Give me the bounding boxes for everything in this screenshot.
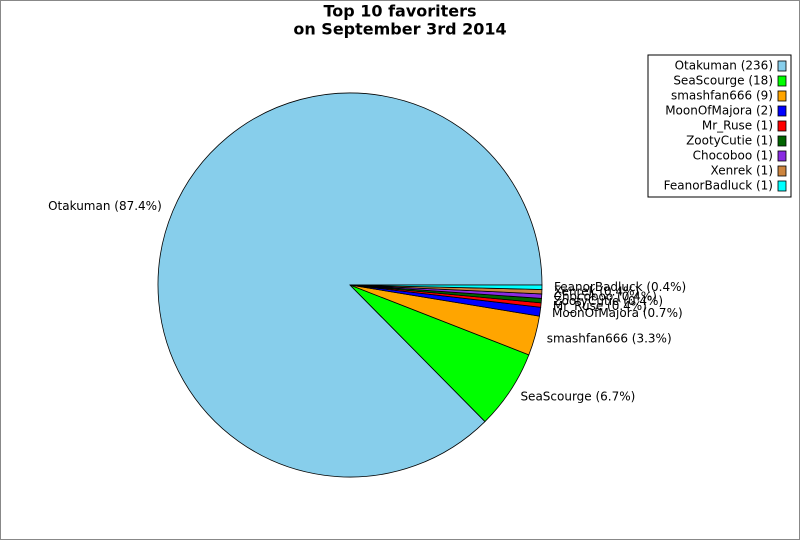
legend-label: Mr_Ruse (1) — [702, 119, 773, 133]
slice-label: smashfan666 (3.3%) — [547, 331, 672, 345]
slice-label: Xenrek (0.4%) — [554, 285, 639, 299]
legend-swatch — [777, 90, 787, 102]
slice-label: FeanorBadluck (0.4%) — [554, 280, 686, 294]
slice-label: Mr_Ruse (0.4%) — [553, 299, 647, 313]
legend-label: Otakuman (236) — [675, 59, 773, 73]
slice-label: ZootyCutie (0.4%) — [553, 294, 663, 308]
legend-label: FeanorBadluck (1) — [664, 179, 773, 193]
legend-label: smashfan666 (9) — [671, 89, 773, 103]
legend-label: SeaScourge (18) — [673, 74, 773, 88]
legend-swatch — [777, 105, 787, 117]
slice-label: MoonOfMajora (0.7%) — [552, 306, 683, 320]
pie-slice — [157, 92, 543, 478]
legend-swatch — [777, 60, 787, 72]
legend-swatch — [777, 75, 787, 87]
legend-label: Xenrek (1) — [711, 164, 773, 178]
chart-subtitle: on September 3rd 2014 — [293, 20, 506, 39]
legend-swatch — [777, 180, 787, 192]
legend-label: Chocoboo (1) — [693, 149, 773, 163]
chart-title: Top 10 favoriters — [323, 2, 476, 21]
legend-label: MoonOfMajora (2) — [665, 104, 773, 118]
slice-label: Chocoboo (0.4%) — [554, 289, 657, 303]
legend-swatch — [777, 120, 787, 132]
legend-swatch — [777, 150, 787, 162]
legend-swatch — [777, 165, 787, 177]
legend-swatch — [777, 135, 787, 147]
legend-box — [647, 54, 792, 198]
legend-label: ZootyCutie (1) — [686, 134, 773, 148]
pie-slice — [349, 284, 543, 290]
slice-label: Otakuman (87.4%) — [48, 199, 162, 213]
slice-label: SeaScourge (6.7%) — [520, 390, 635, 404]
